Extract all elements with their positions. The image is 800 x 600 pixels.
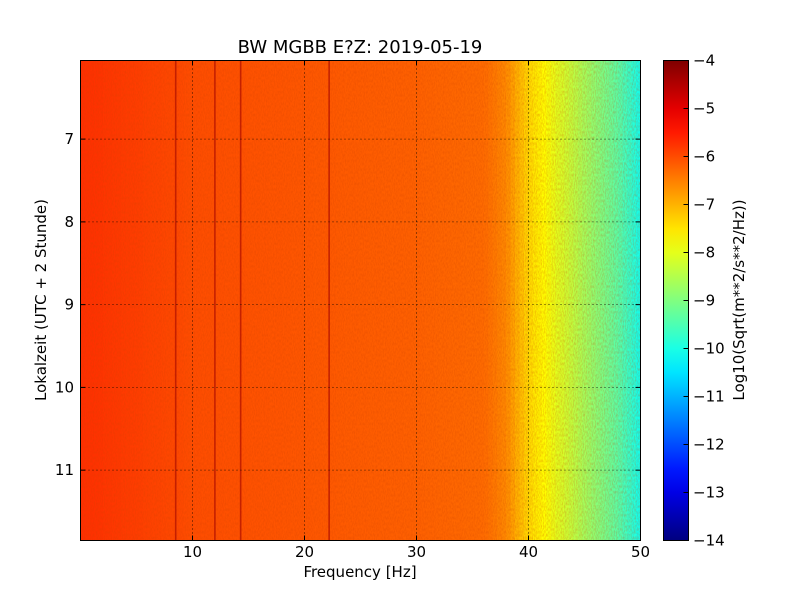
x-axis: 10 20 30 40 50 [183, 60, 650, 561]
colorbar-tick-label: −4 [693, 52, 715, 70]
colorbar-label: Log10(Sqrt(m**2/s**2/Hz)) [730, 199, 748, 400]
chart-title: BW MGBB E?Z: 2019-05-19 [238, 37, 483, 58]
spectral-lines [174, 61, 330, 540]
x-tick-label: 40 [519, 543, 538, 561]
noise-texture [81, 61, 640, 540]
colorbar-tick-label: −11 [693, 388, 725, 406]
colorbar-tick-label: −7 [693, 196, 715, 214]
colorbar-tick-label: −8 [693, 244, 715, 262]
y-axis: 7 8 9 10 11 [55, 130, 641, 479]
plot-frame [80, 60, 641, 541]
colorbar-tick-label: −14 [693, 532, 725, 550]
y-tick-label: 8 [64, 213, 74, 231]
x-axis-label: Frequency [Hz] [303, 563, 416, 581]
colorbar: −4 −5 −6 −7 −8 −9 −10 −11 −12 −13 −14 [663, 52, 725, 550]
y-tick-label: 7 [64, 130, 74, 148]
x-tick-label: 10 [183, 543, 202, 561]
x-tick-label: 30 [407, 543, 426, 561]
colorbar-tick-label: −13 [693, 484, 725, 502]
colorbar-tick-label: −12 [693, 436, 725, 454]
colorbar-tick-label: −9 [693, 292, 715, 310]
y-tick-label: 10 [55, 378, 74, 396]
colorbar-tick-label: −10 [693, 340, 725, 358]
y-tick-label: 9 [64, 296, 74, 314]
colorbar-tick-label: −5 [693, 100, 715, 118]
y-tick-label: 11 [55, 461, 74, 479]
spectrogram-plot-area [81, 61, 640, 540]
x-tick-label: 20 [295, 543, 314, 561]
x-tick-label: 50 [631, 543, 650, 561]
colorbar-tick-label: −6 [693, 148, 715, 166]
y-axis-label: Lokalzeit (UTC + 2 Stunde) [32, 199, 50, 401]
grid-lines [81, 61, 640, 540]
colorbar-ticks: −4 −5 −6 −7 −8 −9 −10 −11 −12 −13 −14 [683, 52, 725, 550]
